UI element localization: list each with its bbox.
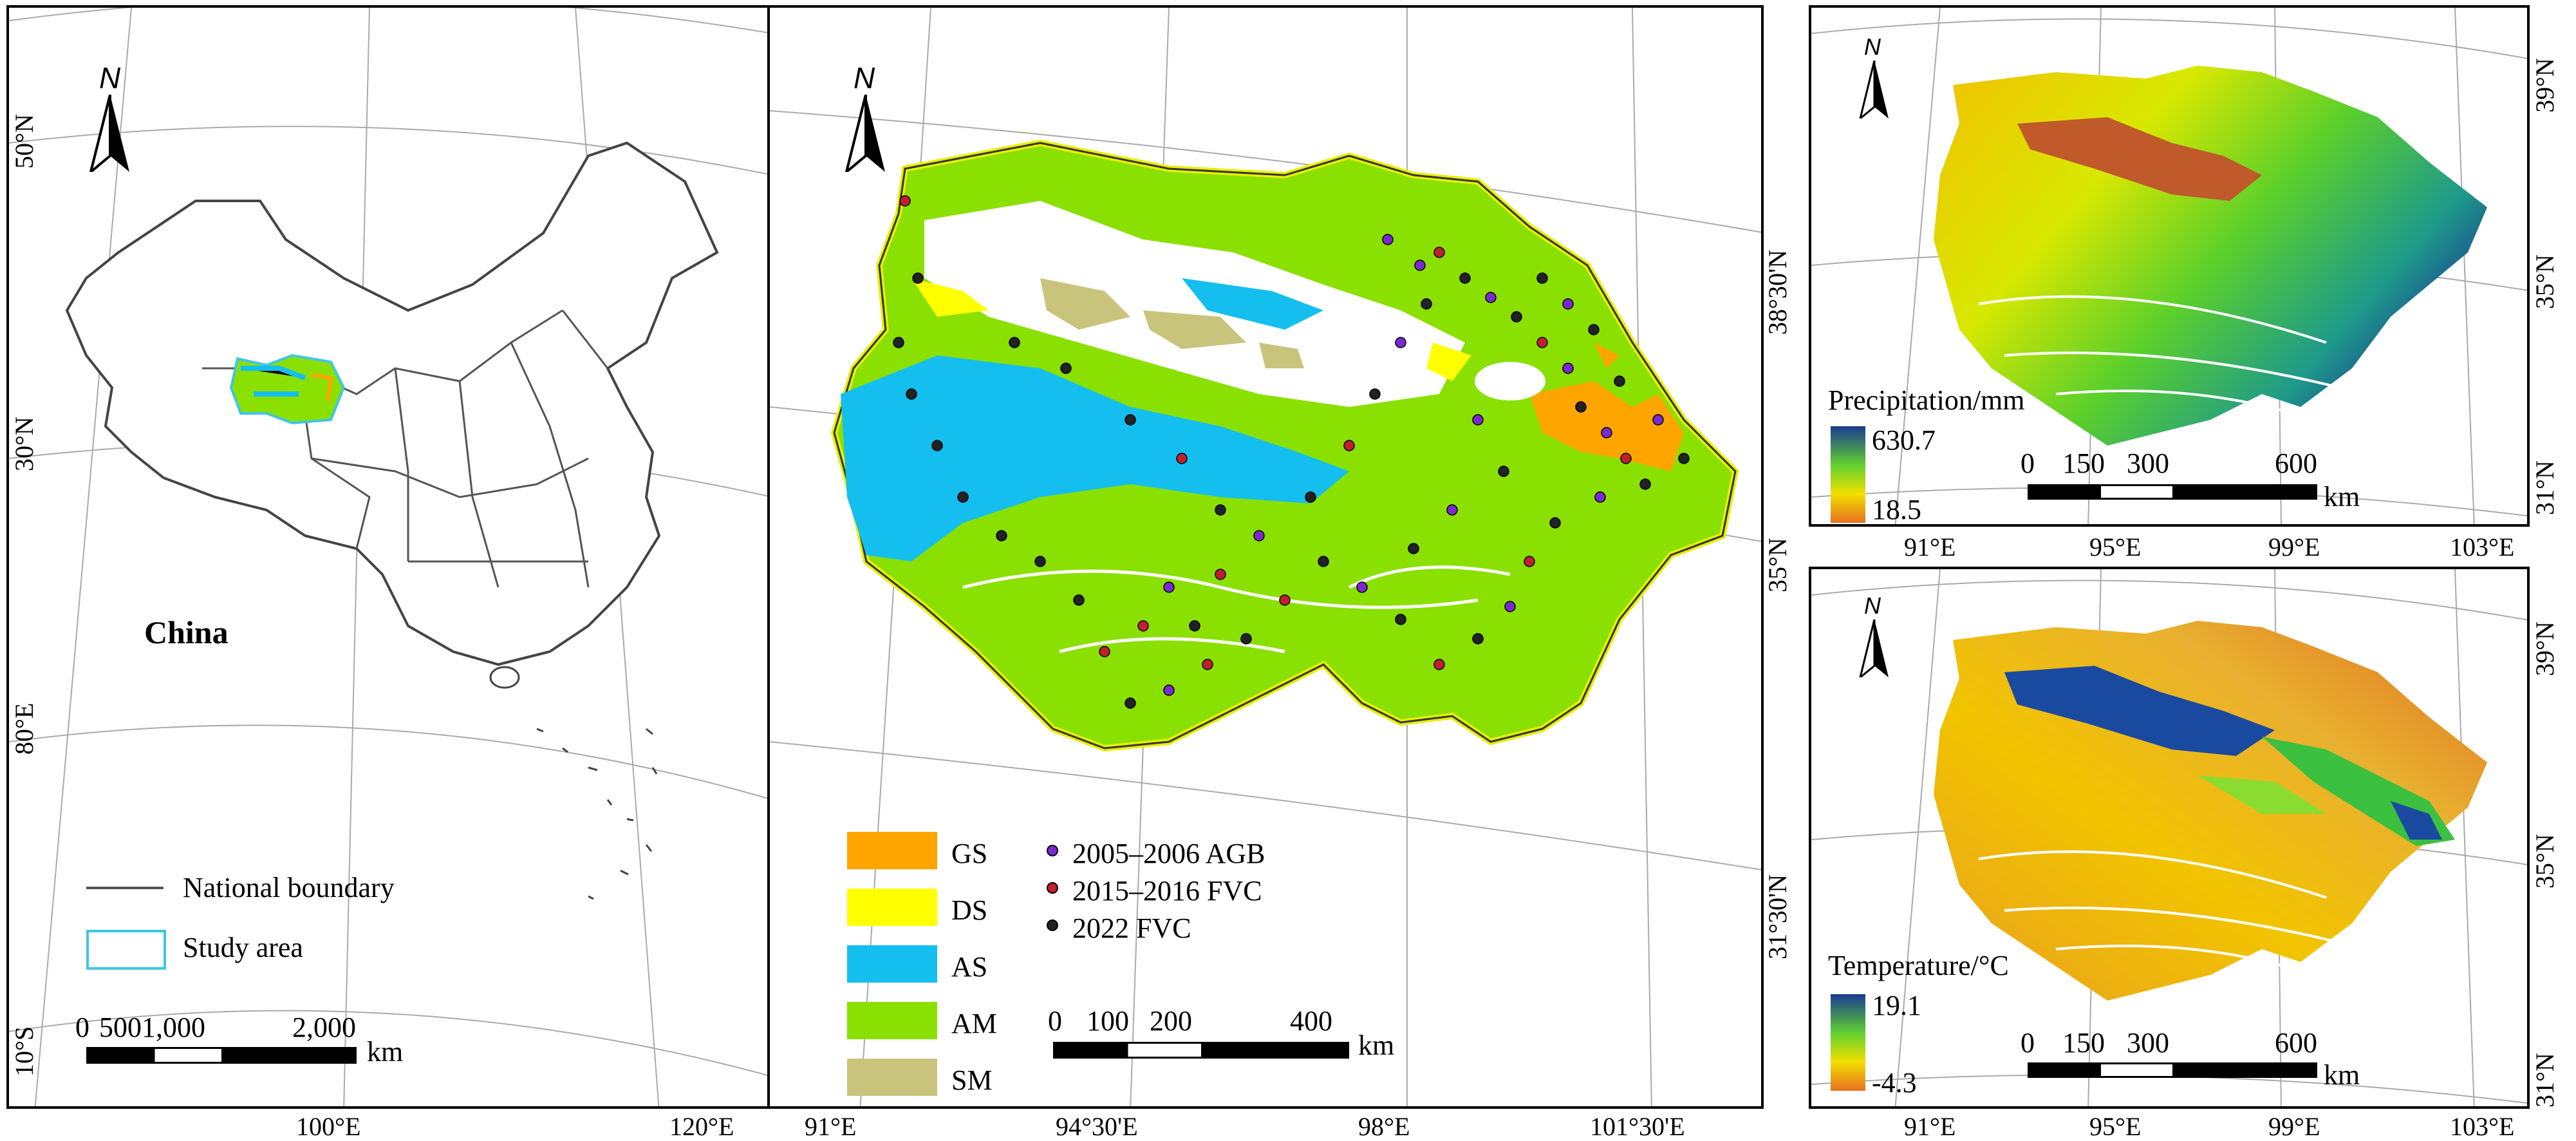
scalebar-d-tick-600: 600 (2275, 1027, 2317, 1059)
legend-label-as: AS (951, 951, 988, 983)
lon-label-d-103e: 103°E (2450, 1112, 2515, 1141)
temperature-min: -4.3 (1872, 1067, 1917, 1099)
scalebar-tick-2000: 2,000 (292, 1012, 356, 1043)
north-arrow-label-c: N (1864, 33, 1881, 60)
scalebar-c-unit: km (2324, 481, 2360, 513)
scalebar-d-unit: km (2324, 1059, 2360, 1091)
legend-swatch-ds (847, 889, 937, 926)
north-arrow-icon-d (1859, 619, 1889, 677)
lat-label-c-39n: 39°N (2530, 58, 2559, 113)
scalebar-b-tick-100: 100 (1087, 1005, 1129, 1037)
china-label: China (144, 614, 229, 650)
scalebar-d-tick-150: 150 (2062, 1027, 2105, 1059)
lon-label-c-99e: 99°E (2268, 533, 2320, 561)
precipitation-map: N Precipitation/mm 630.7 18.5 0 150 300 … (1809, 5, 2530, 527)
scalebar-tick-1000: 1,000 (142, 1012, 205, 1043)
grassland-map-graphic (770, 8, 1761, 1106)
scalebar-b-tick-200: 200 (1150, 1005, 1192, 1037)
north-arrow-icon-b (845, 95, 885, 172)
legend-swatch-am (847, 1002, 937, 1039)
scalebar-unit: km (367, 1036, 404, 1068)
legend-point-label-2: 2022 FVC (1072, 912, 1191, 944)
temperature-max: 19.1 (1872, 990, 1921, 1021)
north-arrow-label-d: N (1864, 592, 1881, 619)
boundary-legend-swatch (86, 887, 163, 889)
lat-label-10s: 10°S (10, 1026, 39, 1077)
temperature-map-graphic (1811, 569, 2527, 1106)
north-arrow-label: N (99, 61, 121, 95)
lon-label-101-30e: 101°30'E (1590, 1112, 1685, 1141)
lat-label-31-30n: 31°30'N (1763, 874, 1792, 959)
legend-swatch-as (847, 945, 937, 983)
legend-label-am: AM (951, 1008, 997, 1039)
study-area-legend-swatch (86, 930, 166, 970)
sample-points (893, 195, 1690, 709)
lon-label-120e: 120°E (669, 1112, 734, 1141)
legend-label-sm: SM (951, 1064, 993, 1096)
lat-label-d-31n: 31°N (2530, 1053, 2559, 1108)
lon-label-98e: 98°E (1358, 1112, 1410, 1141)
lon-label-c-95e: 95°E (2089, 533, 2142, 561)
lat-label-30n: 30°N (10, 417, 39, 471)
legend-swatch-sm (847, 1059, 937, 1096)
precipitation-title: Precipitation/mm (1828, 384, 2025, 416)
scalebar-c-tick-300: 300 (2127, 448, 2169, 479)
boundary-legend-label: National boundary (183, 872, 395, 903)
scalebar-b-tick-0: 0 (1048, 1005, 1062, 1037)
north-arrow-icon (89, 95, 129, 172)
scalebar-d-tick-0: 0 (2021, 1027, 2035, 1059)
precipitation-min: 18.5 (1872, 494, 1921, 525)
scalebar-d-tick-300: 300 (2127, 1027, 2169, 1059)
lat-label-35n: 35°N (1763, 538, 1792, 592)
temperature-colorbar (1831, 994, 1865, 1091)
scalebar-c-tick-150: 150 (2062, 448, 2105, 479)
legend-label-gs: GS (951, 838, 988, 869)
lat-label-38-30n: 38°30'N (1763, 249, 1792, 335)
lon-label-d-99e: 99°E (2268, 1112, 2320, 1141)
lon-label-80e: 80°E (10, 703, 39, 755)
temperature-map: N Temperature/°C 19.1 -4.3 0 150 300 600… (1809, 567, 2530, 1109)
lon-label-100e: 100°E (296, 1112, 361, 1141)
legend-swatch-gs (847, 832, 937, 869)
north-arrow-label-b: N (854, 61, 875, 95)
scalebar-tick-500: 500 (99, 1012, 142, 1043)
lat-label-50n: 50°N (10, 114, 39, 169)
china-overview-map: N China 50°N 30°N 10°S 80°E National bou… (6, 5, 770, 1109)
precipitation-max: 630.7 (1872, 424, 1936, 456)
north-arrow-icon-c (1859, 61, 1889, 118)
scalebar-b-unit: km (1358, 1030, 1395, 1061)
scalebar-b-tick-400: 400 (1290, 1005, 1332, 1037)
study-area-outline (229, 354, 346, 425)
scalebar-c (2028, 484, 2317, 500)
precipitation-colorbar (1831, 426, 1865, 523)
study-area-legend-label: Study area (183, 932, 303, 963)
lat-label-d-39n: 39°N (2530, 621, 2559, 676)
scalebar-c-tick-0: 0 (2021, 448, 2035, 479)
scalebar-tick-0: 0 (75, 1012, 89, 1043)
lon-label-d-95e: 95°E (2089, 1112, 2142, 1141)
scalebar-c-tick-600: 600 (2275, 448, 2317, 479)
lat-label-c-35n: 35°N (2530, 254, 2559, 309)
lon-label-94-30e: 94°30'E (1056, 1112, 1138, 1141)
china-boundary (65, 141, 719, 666)
legend-point-marker-2 (1047, 919, 1058, 931)
lon-label-c-91e: 91°E (1904, 533, 1956, 561)
lon-label-91e: 91°E (805, 1112, 857, 1141)
china-map-graphic (9, 8, 767, 1106)
legend-point-label-0: 2005–2006 AGB (1072, 838, 1265, 869)
temperature-title: Temperature/°C (1828, 950, 2009, 981)
lat-label-d-35n: 35°N (2530, 834, 2559, 889)
legend-point-label-1: 2015–2016 FVC (1072, 875, 1262, 907)
legend-point-marker-0 (1047, 845, 1058, 856)
legend-label-ds: DS (951, 894, 988, 926)
scalebar-d (2028, 1062, 2317, 1078)
lon-label-c-103e: 103°E (2450, 533, 2515, 561)
lon-label-d-91e: 91°E (1904, 1112, 1956, 1141)
study-area-map: N GS DS AS AM SM 2005–2006 AGB 2015–2016 FVC 2… (767, 5, 1764, 1109)
legend-point-marker-1 (1047, 882, 1058, 894)
scalebar-b (1053, 1042, 1349, 1059)
lat-label-c-31n: 31°N (2530, 460, 2559, 515)
scalebar (86, 1047, 357, 1064)
